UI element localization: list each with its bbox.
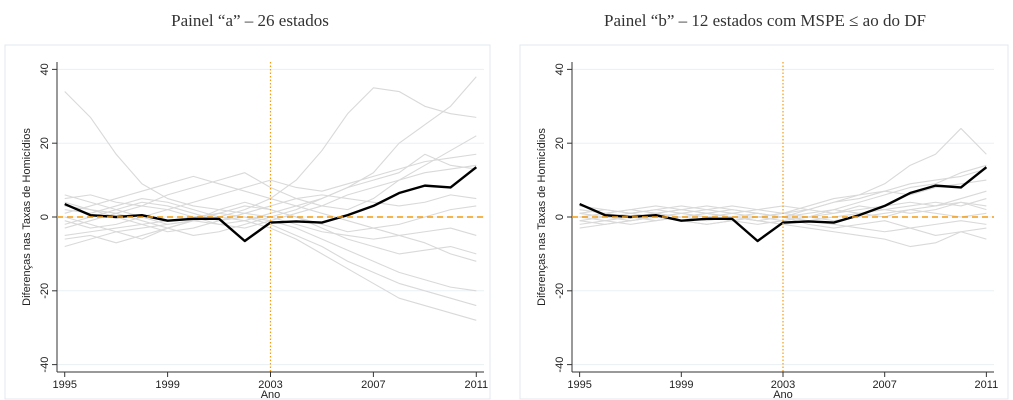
x-tick-label: 2003 xyxy=(771,379,795,391)
x-tick-label: 2003 xyxy=(258,379,282,391)
y-tick-label: -20 xyxy=(39,283,51,299)
x-tick-label: 2007 xyxy=(872,379,896,391)
y-tick-label: -40 xyxy=(39,357,51,373)
y-tick-label: 20 xyxy=(554,137,566,149)
panel-title: Painel “a” – 26 estados xyxy=(171,11,329,30)
treated-line xyxy=(64,166,478,243)
placebo-line xyxy=(64,153,477,229)
x-tick-label: 1995 xyxy=(567,379,591,391)
y-axis-label: Diferenças nas Taxas de Homicídios xyxy=(21,128,33,306)
x-tick-label: 1999 xyxy=(669,379,693,391)
x-axis-label: Ano xyxy=(773,389,793,400)
y-tick-label: 0 xyxy=(39,214,51,220)
placebo-line xyxy=(64,197,477,321)
y-tick-label: -40 xyxy=(554,357,566,373)
y-tick-label: 20 xyxy=(39,137,51,149)
panel-title: Painel “b” – 12 estados com MSPE ≤ ao do… xyxy=(604,11,926,30)
treated-line xyxy=(579,166,988,243)
y-tick-label: 40 xyxy=(39,63,51,75)
x-tick-label: 1995 xyxy=(52,379,76,391)
y-tick-label: 40 xyxy=(554,63,566,75)
y-tick-label: -20 xyxy=(554,283,566,299)
x-tick-label: 1999 xyxy=(155,379,179,391)
y-axis-label: Diferenças nas Taxas de Homicídios xyxy=(536,128,548,306)
y-tick-label: 0 xyxy=(554,214,566,220)
x-axis-label: Ano xyxy=(261,389,281,400)
x-tick-label: 2007 xyxy=(361,379,385,391)
x-tick-label: 2011 xyxy=(975,379,999,391)
x-tick-label: 2011 xyxy=(464,379,488,391)
